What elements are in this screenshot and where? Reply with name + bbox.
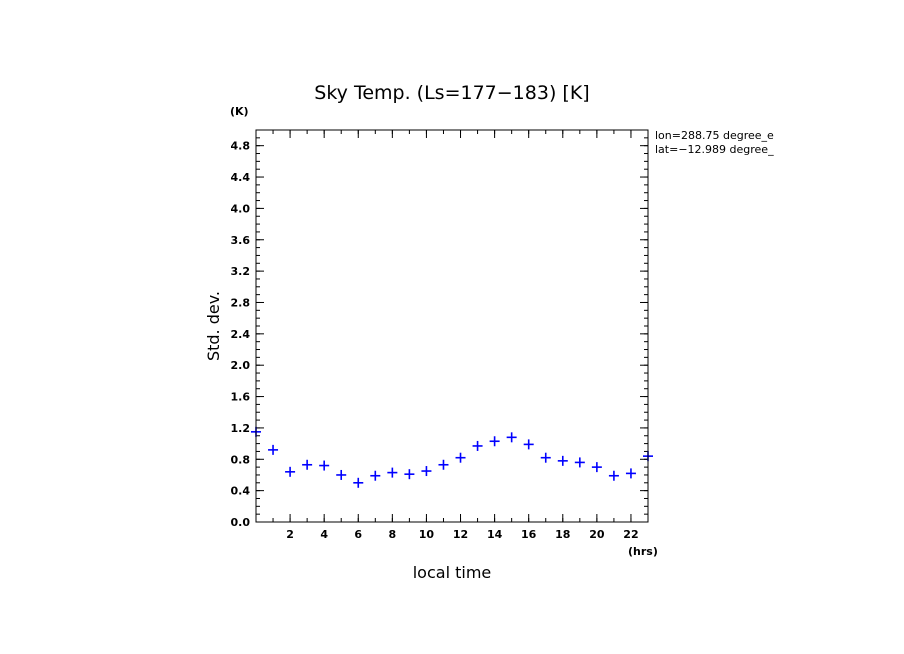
data-point	[438, 459, 449, 470]
y-tick-label: 3.2	[231, 265, 251, 278]
y-tick-label: 4.4	[231, 171, 251, 184]
x-tick-label: 10	[419, 528, 435, 541]
y-tick-label: 2.8	[231, 296, 251, 309]
data-point	[353, 477, 364, 488]
data-point	[285, 466, 296, 477]
data-point	[387, 467, 398, 478]
x-axis-label: local time	[413, 563, 492, 582]
y-tick-label: 4.8	[231, 140, 251, 153]
data-point	[574, 457, 585, 468]
y-tick-label: 3.6	[231, 234, 251, 247]
data-point	[336, 469, 347, 480]
y-tick-label: 4.0	[231, 202, 251, 215]
y-tick-label: 1.2	[231, 422, 251, 435]
plot-frame	[255, 129, 649, 523]
y-tick-label: 0.8	[231, 453, 251, 466]
data-point	[268, 444, 279, 455]
data-point	[404, 469, 415, 480]
data-point	[608, 470, 619, 481]
y-tick-label: 2.4	[231, 328, 251, 341]
x-tick-label: 20	[589, 528, 605, 541]
annotation-lon: lon=288.75 degree_e	[655, 129, 774, 142]
x-tick-label: 8	[389, 528, 397, 541]
data-point	[319, 460, 330, 471]
y-tick-label: 0.0	[231, 516, 251, 529]
data-point	[625, 468, 636, 479]
data-point	[506, 432, 517, 443]
x-tick-label: 14	[487, 528, 503, 541]
data-point	[523, 439, 534, 450]
data-point	[540, 452, 551, 463]
x-tick-label: 2	[286, 528, 294, 541]
data-point	[557, 455, 568, 466]
plot-area: 2 4 6 8 10 12 14 16 18 20 22 0.0 0.4 0.8 1.2 1.6 2.0 2.4 2…	[231, 129, 653, 541]
x-tick-label: 22	[623, 528, 638, 541]
y-tick-label: 2.0	[231, 359, 251, 372]
y-axis-label: Std. dev.	[204, 291, 223, 361]
annotation-lat: lat=−12.989 degree_	[655, 143, 774, 156]
x-tick-label: 6	[354, 528, 362, 541]
x-tick-label: 12	[453, 528, 468, 541]
x-tick-label: 18	[555, 528, 570, 541]
y-tick-label: 1.6	[231, 391, 251, 404]
data-point	[455, 452, 466, 463]
chart-title: Sky Temp. (Ls=177−183) [K]	[314, 82, 589, 104]
data-point	[489, 436, 500, 447]
data-point	[591, 462, 602, 473]
x-unit-label: (hrs)	[628, 545, 658, 558]
y-unit-label: (K)	[230, 105, 249, 118]
x-tick-label: 4	[320, 528, 328, 541]
data-point	[370, 470, 381, 481]
data-point	[472, 440, 483, 451]
x-tick-label: 16	[521, 528, 537, 541]
data-point	[421, 466, 432, 477]
y-tick-label: 0.4	[231, 485, 251, 498]
data-point	[302, 459, 313, 470]
